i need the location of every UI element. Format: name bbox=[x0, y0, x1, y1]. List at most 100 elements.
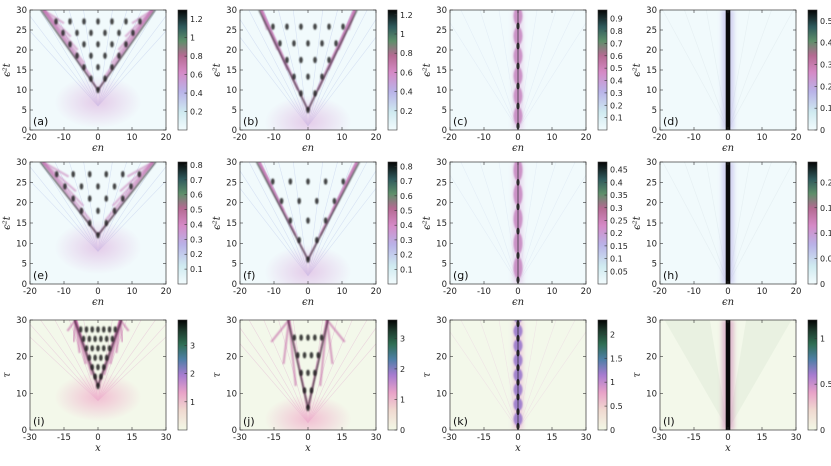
x-tick-label: 10 bbox=[547, 133, 558, 143]
y-tick-label: 20 bbox=[646, 353, 657, 363]
x-tick-label: 0 bbox=[95, 287, 100, 297]
crossing-node bbox=[54, 171, 59, 178]
x-axis-label: ϵn bbox=[722, 297, 734, 308]
panel-label: (f) bbox=[243, 269, 255, 282]
panel-k: -30 -15 0 15 30 0 10 20 30 x τ (k) 0 0.5 1 1.5 2 bbox=[422, 316, 623, 454]
x-tick-label: 10 bbox=[547, 287, 558, 297]
crossing-node bbox=[110, 335, 115, 343]
crossing-node bbox=[129, 183, 133, 190]
crossing-node bbox=[93, 335, 97, 343]
colorbar bbox=[177, 9, 188, 131]
colorbar-tick-label: 1 bbox=[610, 378, 615, 387]
colorbar-tick-label: 1 bbox=[190, 34, 195, 43]
x-tick-label: -15 bbox=[687, 433, 701, 443]
filament-left bbox=[258, 162, 273, 187]
crossing-node bbox=[101, 345, 106, 352]
x-tick-label: 0 bbox=[725, 133, 730, 143]
crossing-node bbox=[103, 29, 107, 37]
y-axis-label: ϵ²t bbox=[212, 62, 223, 77]
y-axis-label: τ bbox=[212, 372, 223, 378]
colorbar-tick-label: 0.8 bbox=[190, 52, 203, 61]
crossing-node bbox=[103, 52, 107, 59]
x-axis-label: ϵn bbox=[512, 297, 524, 308]
crossing-node bbox=[299, 56, 303, 64]
crossing-node bbox=[99, 354, 103, 361]
colorbar-tick-label: 0.6 bbox=[190, 71, 203, 80]
y-tick-label: 10 bbox=[226, 389, 237, 399]
x-tick-label: 10 bbox=[757, 287, 768, 297]
filament-left bbox=[282, 320, 291, 365]
y-tick-label: 25 bbox=[646, 26, 657, 36]
crossing-node bbox=[124, 18, 128, 25]
colorbar bbox=[807, 161, 818, 285]
y-tick-label: 10 bbox=[226, 86, 237, 96]
panel-a: -20 -10 0 10 20 0 5 10 15 20 25 30 ϵn ϵ²t (a) 0.2 0.4 0.6… bbox=[2, 6, 203, 154]
crossing-node bbox=[90, 345, 95, 352]
colorbar-tick-label: 2 bbox=[610, 330, 615, 339]
radiation-wedge bbox=[728, 320, 792, 430]
colorbar-tick-label: 0.2 bbox=[190, 250, 203, 259]
colorbar-tick-label: 0.3 bbox=[400, 236, 413, 245]
fan-edge-left bbox=[73, 320, 99, 387]
colorbar-tick-label: 0.15 bbox=[610, 242, 628, 251]
y-tick-label: 15 bbox=[226, 219, 237, 229]
crossing-node bbox=[306, 40, 310, 47]
colorbar-tick-label: 0.4 bbox=[610, 178, 623, 187]
colorbar-tick-label: 0.5 bbox=[820, 17, 831, 26]
crossing-node bbox=[96, 363, 100, 371]
colorbar-tick-label: 0.7 bbox=[190, 176, 203, 185]
y-tick-label: 10 bbox=[16, 239, 27, 249]
colorbar bbox=[387, 319, 398, 431]
crossing-node bbox=[110, 41, 114, 48]
crossing-node bbox=[306, 369, 310, 376]
filament-left bbox=[42, 10, 65, 25]
y-tick-label: 25 bbox=[436, 26, 447, 36]
y-tick-label: 0 bbox=[232, 126, 237, 136]
radiation-line bbox=[517, 174, 586, 284]
y-tick-label: 20 bbox=[226, 46, 237, 56]
crossing-node bbox=[271, 23, 275, 30]
crossing-node bbox=[96, 345, 100, 352]
colorbar-tick-label: 0.2 bbox=[820, 82, 831, 91]
panel-label: (h) bbox=[663, 269, 679, 282]
panel-d: -20 -10 0 10 20 0 5 10 15 20 25 30 ϵn ϵ²t (d) 0 0.1 0.2 0.… bbox=[632, 6, 831, 154]
crossing-node bbox=[278, 40, 282, 47]
y-tick-label: 5 bbox=[232, 260, 237, 270]
filament-left bbox=[42, 162, 77, 193]
colorbar-tick-label: 2 bbox=[400, 365, 405, 374]
crossing-node bbox=[96, 18, 100, 25]
radiation-line bbox=[479, 162, 519, 284]
colorbar-tick-label: 0.1 bbox=[610, 255, 623, 264]
colorbar-tick-label: 0 bbox=[820, 426, 825, 435]
y-tick-label: 30 bbox=[646, 158, 657, 168]
y-axis-label: ϵ²t bbox=[632, 62, 643, 77]
y-tick-label: 15 bbox=[646, 66, 657, 76]
colorbar-tick-label: 0.2 bbox=[610, 101, 623, 110]
apex-glow bbox=[54, 220, 142, 275]
y-tick-label: 5 bbox=[232, 106, 237, 116]
fan-edge-left bbox=[39, 162, 99, 236]
colorbar-tick-label: 0.4 bbox=[400, 221, 413, 230]
x-axis-label: x bbox=[725, 443, 731, 454]
x-tick-label: 0 bbox=[95, 133, 100, 143]
crossing-node bbox=[279, 197, 284, 205]
x-tick-label: -20 bbox=[23, 133, 37, 143]
colorbar-tick-label: 0.7 bbox=[400, 177, 413, 186]
crossing-node bbox=[323, 178, 328, 185]
colorbar-tick-label: 3 bbox=[400, 334, 405, 343]
y-tick-label: 5 bbox=[652, 106, 657, 116]
crossing-node bbox=[84, 326, 89, 333]
crossing-node bbox=[103, 75, 107, 82]
fan-edge-right bbox=[97, 10, 156, 91]
colorbar-tick-label: 1 bbox=[400, 395, 405, 404]
y-axis-label: ϵ²t bbox=[422, 215, 433, 230]
x-tick-label: -10 bbox=[267, 133, 281, 143]
fan-edge-right bbox=[97, 162, 157, 236]
crossing-node bbox=[309, 352, 314, 359]
x-axis-label: ϵn bbox=[722, 143, 734, 154]
panel-label: (l) bbox=[663, 415, 675, 428]
crossing-node bbox=[299, 334, 303, 341]
crossing-node bbox=[82, 41, 86, 48]
colorbar-tick-label: 1 bbox=[820, 334, 825, 343]
colorbar-tick-label: 0 bbox=[400, 426, 405, 435]
